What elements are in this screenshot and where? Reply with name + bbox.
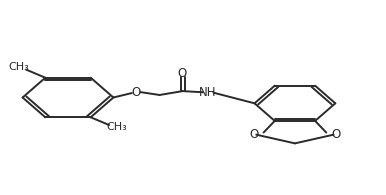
Text: CH₃: CH₃ <box>9 62 30 72</box>
Text: O: O <box>249 128 259 141</box>
Text: O: O <box>131 86 141 99</box>
Text: NH: NH <box>199 86 217 99</box>
Text: O: O <box>178 67 187 80</box>
Text: O: O <box>331 128 340 141</box>
Text: CH₃: CH₃ <box>107 122 127 132</box>
